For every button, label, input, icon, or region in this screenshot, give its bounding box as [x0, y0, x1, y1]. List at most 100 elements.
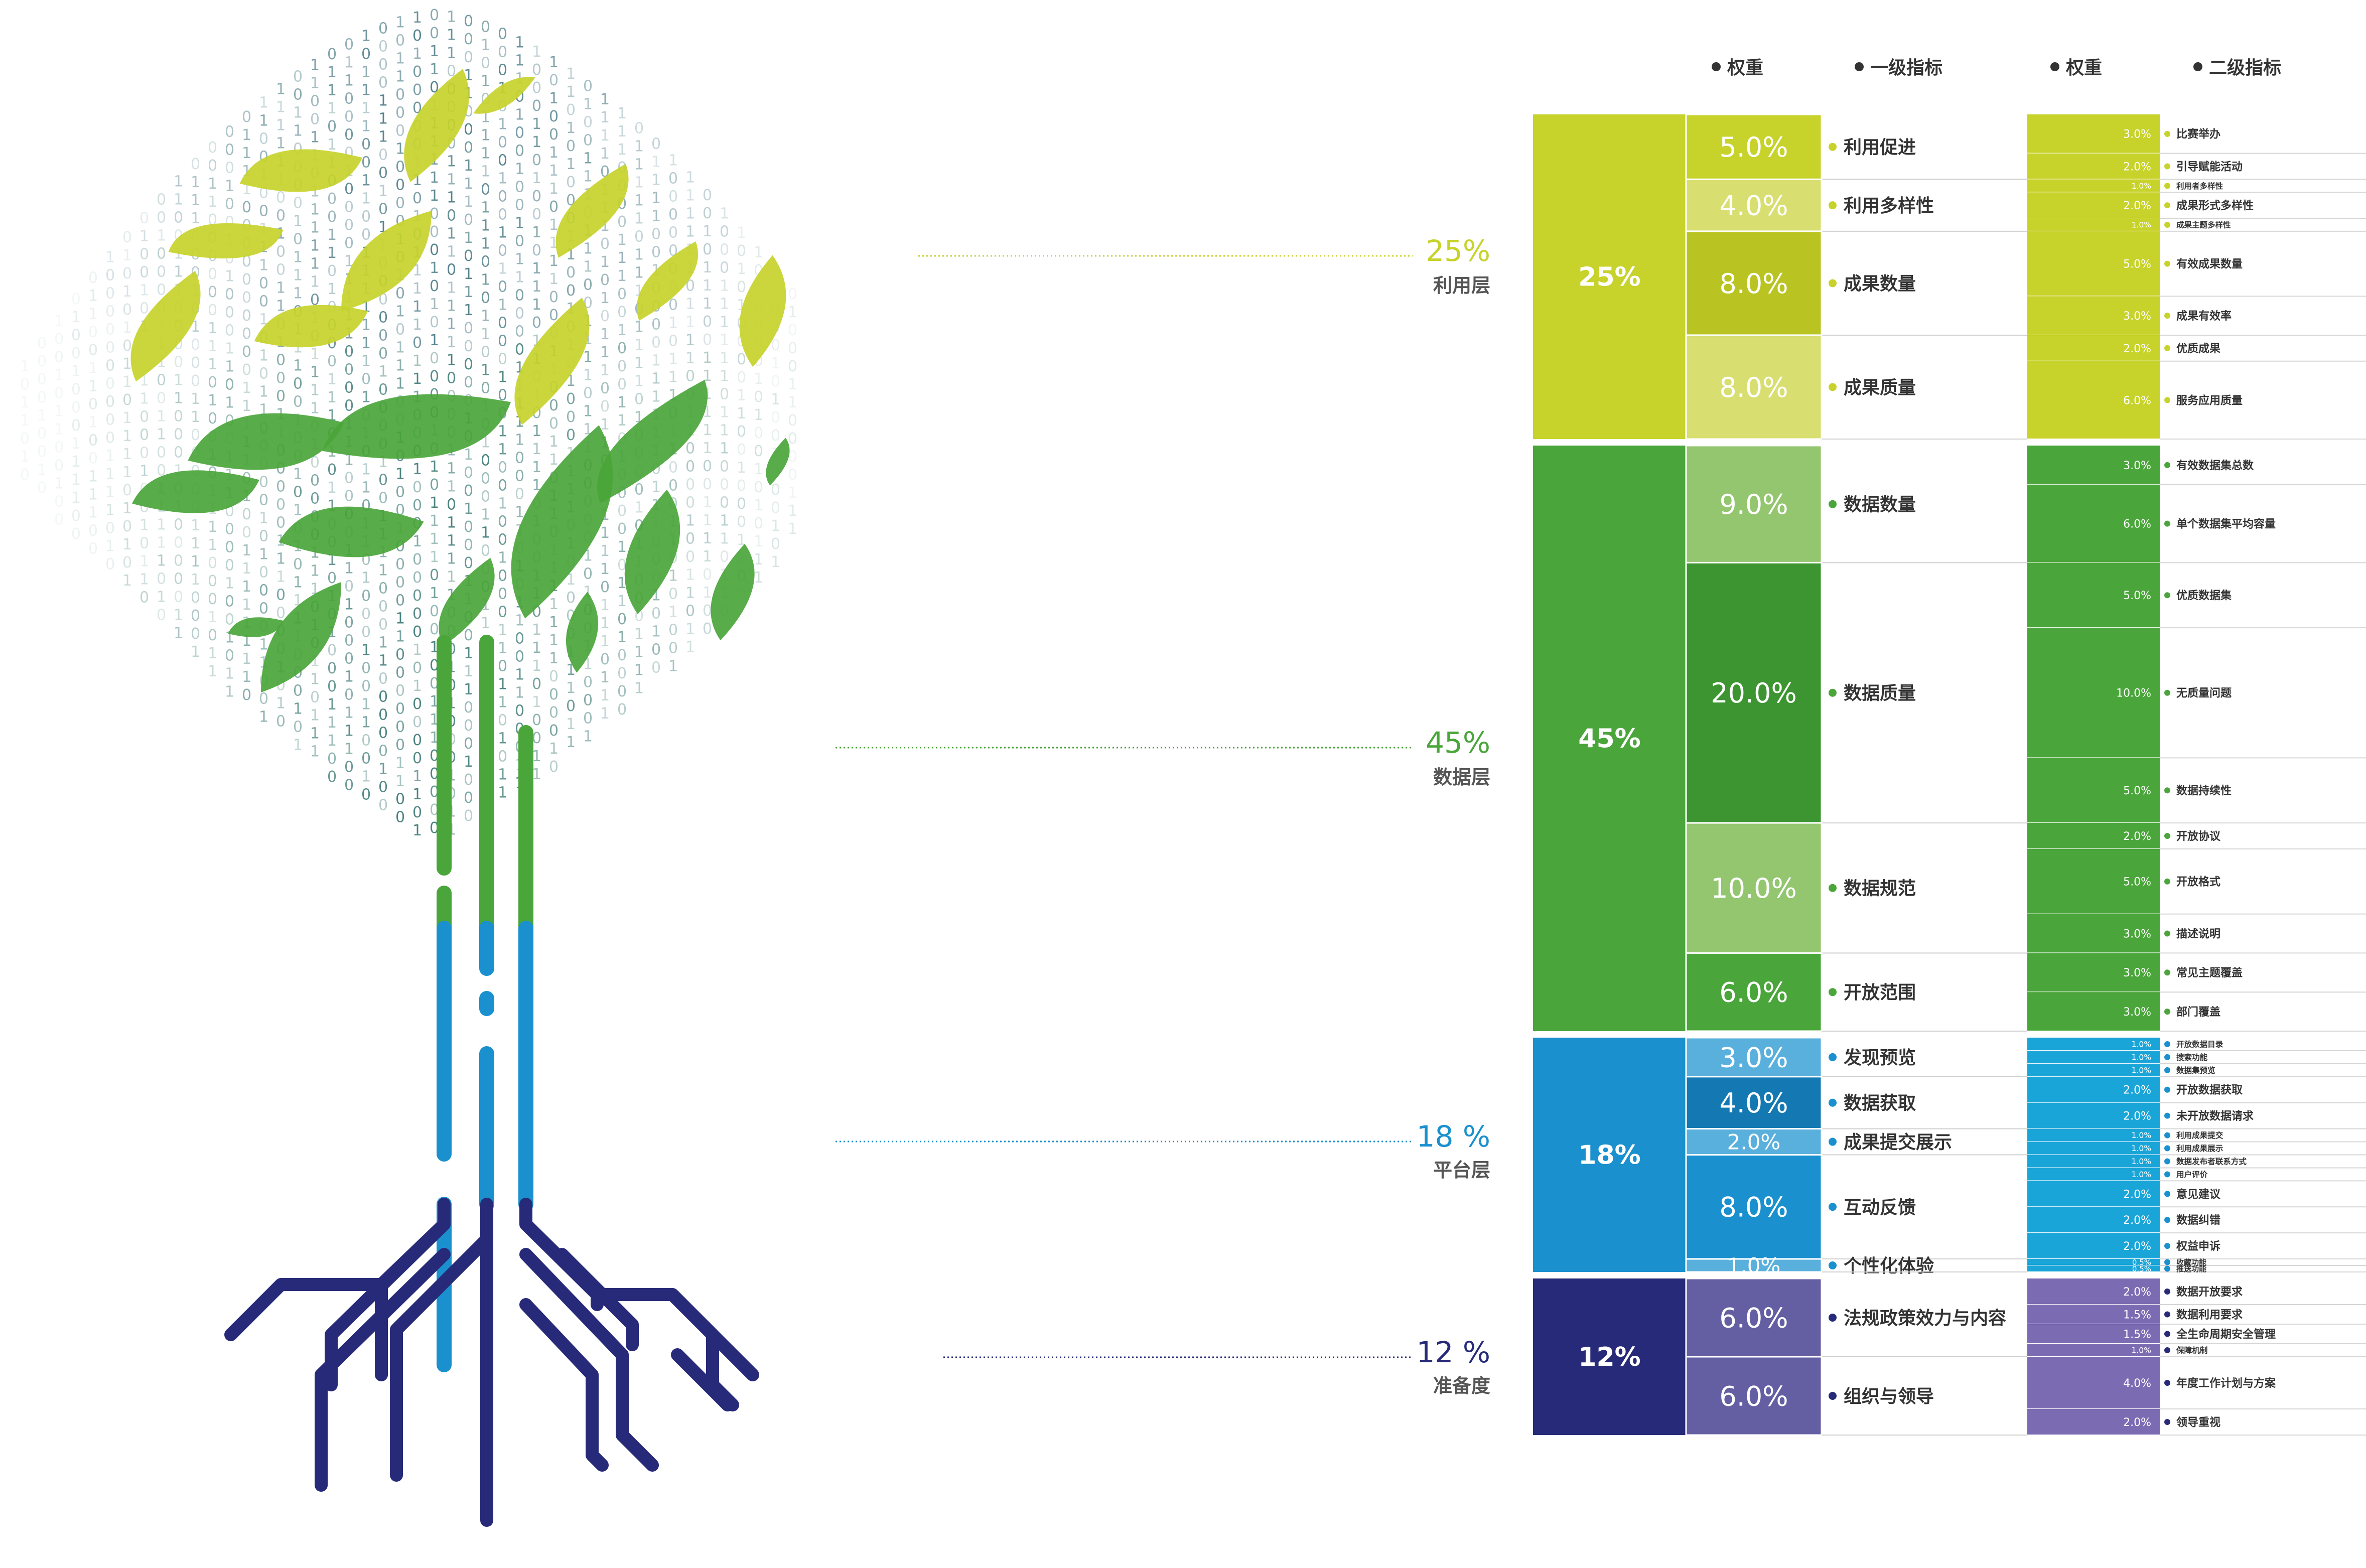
- svg-text:1: 1: [481, 524, 490, 541]
- level1-bullet: [1829, 1392, 1837, 1400]
- svg-text:1: 1: [242, 668, 251, 686]
- leaf-shape: [473, 77, 535, 114]
- svg-text:0: 0: [412, 750, 422, 767]
- svg-text:1: 1: [191, 408, 200, 426]
- svg-text:1: 1: [174, 263, 183, 281]
- svg-text:0: 0: [395, 592, 405, 609]
- level2-row: 3.0% 描述说明: [2027, 914, 2366, 954]
- svg-text:0: 0: [600, 308, 610, 325]
- level2-name: 用户评价: [2176, 1170, 2208, 1179]
- svg-text:0: 0: [208, 157, 217, 175]
- svg-text:1: 1: [395, 303, 405, 320]
- svg-text:0: 0: [242, 325, 251, 343]
- level1-weight-cell: [1685, 445, 1823, 563]
- level1-row: 6.0% 组织与领导 4.0% 年度工作计划与方案 2.0% 领导重视: [1685, 1356, 2366, 1436]
- svg-text:1: 1: [20, 448, 30, 466]
- level2-bullet: [2164, 1067, 2170, 1073]
- svg-text:0: 0: [276, 587, 286, 604]
- svg-text:0: 0: [498, 351, 507, 368]
- level1-row: 9.0% 数据数量 3.0% 有效数据集总数 6.0% 单个数据集平均容量: [1685, 445, 2366, 563]
- svg-text:0: 0: [225, 593, 234, 611]
- svg-text:1: 1: [378, 652, 388, 670]
- svg-text:0: 0: [293, 719, 303, 736]
- level2-row: 1.0% 数据集预览: [2027, 1063, 2366, 1077]
- svg-text:0: 0: [737, 351, 746, 368]
- svg-text:1: 1: [720, 314, 729, 331]
- svg-text:0: 0: [105, 430, 115, 447]
- svg-text:0: 0: [651, 641, 661, 659]
- svg-text:1: 1: [157, 425, 166, 443]
- svg-text:0: 0: [583, 565, 593, 583]
- svg-text:0: 0: [378, 598, 388, 616]
- svg-text:1: 1: [566, 65, 576, 83]
- level2-weight-value: 1.0%: [2132, 1066, 2152, 1075]
- svg-text:1: 1: [88, 486, 98, 504]
- level2-row: 1.0% 成果主题多样性: [2027, 218, 2366, 232]
- svg-text:1: 1: [259, 708, 268, 726]
- svg-text:1: 1: [634, 138, 644, 156]
- svg-text:1: 1: [668, 152, 678, 169]
- svg-text:1: 1: [515, 52, 524, 69]
- svg-text:0: 0: [617, 502, 627, 520]
- svg-text:1: 1: [703, 548, 712, 565]
- svg-text:0: 0: [293, 682, 303, 700]
- svg-text:1: 1: [122, 247, 132, 264]
- svg-text:1: 1: [549, 54, 559, 71]
- level1-bullet: [1829, 1053, 1837, 1061]
- svg-text:1: 1: [157, 516, 166, 533]
- svg-text:1: 1: [191, 643, 200, 661]
- svg-text:0: 0: [515, 124, 524, 141]
- svg-text:0: 0: [532, 152, 541, 169]
- svg-text:0: 0: [259, 600, 268, 617]
- callout-layer-name: 准备度: [1433, 1375, 1490, 1397]
- svg-text:1: 1: [720, 440, 729, 458]
- svg-text:0: 0: [549, 126, 559, 144]
- level2-name: 成果主题多样性: [2176, 220, 2231, 230]
- svg-text:1: 1: [276, 99, 286, 116]
- svg-text:1: 1: [720, 404, 729, 421]
- svg-text:0: 0: [310, 490, 320, 507]
- svg-text:0: 0: [140, 263, 149, 281]
- svg-text:1: 1: [54, 366, 64, 384]
- svg-text:1: 1: [532, 477, 541, 494]
- svg-text:0: 0: [71, 291, 81, 308]
- svg-text:1: 1: [447, 298, 456, 315]
- level1-row: 4.0% 数据获取 2.0% 开放数据获取 2.0% 未开放数据请求: [1685, 1076, 2366, 1130]
- svg-text:1: 1: [71, 471, 81, 489]
- svg-text:0: 0: [532, 97, 541, 115]
- level1-weight-value: 4.0%: [1719, 190, 1788, 222]
- svg-text:1: 1: [549, 451, 559, 469]
- svg-text:1: 1: [122, 446, 132, 463]
- svg-text:0: 0: [361, 677, 371, 695]
- svg-text:1: 1: [20, 412, 30, 430]
- svg-text:1: 1: [105, 466, 115, 483]
- svg-text:0: 0: [208, 627, 217, 644]
- header-level1-index-bullet: [1855, 62, 1864, 71]
- svg-text:0: 0: [651, 244, 661, 261]
- svg-text:1: 1: [515, 160, 524, 178]
- svg-text:1: 1: [225, 665, 234, 683]
- svg-text:0: 0: [276, 370, 286, 387]
- svg-text:0: 0: [430, 277, 439, 295]
- svg-text:0: 0: [395, 555, 405, 573]
- svg-text:0: 0: [549, 108, 559, 125]
- svg-text:0: 0: [242, 199, 251, 216]
- svg-text:0: 0: [498, 586, 507, 603]
- svg-text:1: 1: [225, 683, 234, 701]
- svg-text:0: 0: [720, 476, 729, 494]
- svg-text:1: 1: [20, 394, 30, 411]
- svg-text:1: 1: [634, 644, 644, 661]
- svg-text:0: 0: [276, 713, 286, 731]
- svg-text:1: 1: [378, 92, 388, 110]
- level2-weight-value: 1.0%: [2132, 1053, 2152, 1062]
- svg-text:0: 0: [242, 108, 251, 126]
- level1-row: 8.0% 成果数量 5.0% 有效成果数量 3.0% 成果有效率: [1685, 230, 2366, 336]
- svg-text:1: 1: [293, 700, 303, 718]
- svg-text:0: 0: [378, 201, 388, 218]
- level1-bullet: [1829, 279, 1837, 288]
- level2-name: 开放数据目录: [2176, 1040, 2223, 1049]
- level2-bullet: [2164, 689, 2170, 696]
- svg-text:0: 0: [225, 196, 234, 213]
- level1-weight-cell: [1685, 952, 1823, 1032]
